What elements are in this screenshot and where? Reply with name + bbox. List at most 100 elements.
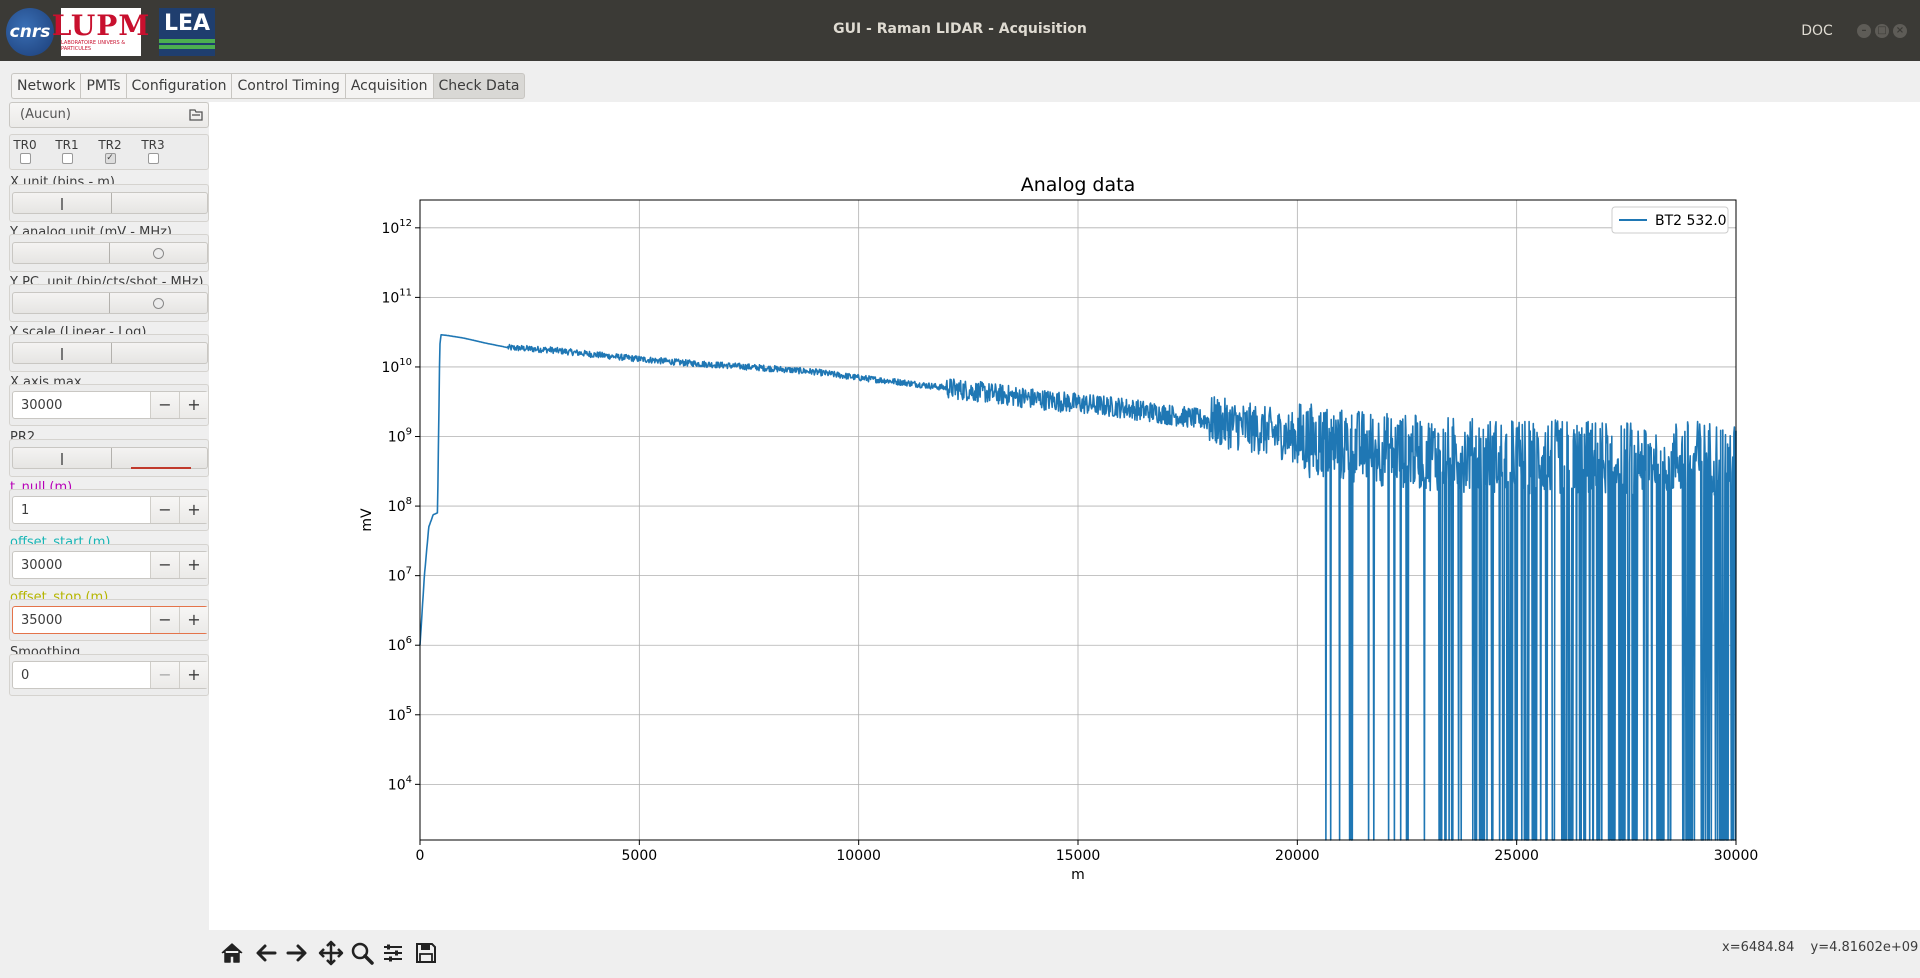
- y-pc-unit-switch[interactable]: [12, 292, 208, 314]
- channel-checkbox[interactable]: [147, 153, 159, 164]
- offset-start-increment-button[interactable]: +: [179, 552, 208, 578]
- lupm-logo-subtext: LABORATOIRE UNIVERS & PARTICULES: [61, 40, 126, 52]
- lea-stripe: [159, 45, 215, 49]
- y-tick-label: 1011: [381, 287, 412, 306]
- pan-icon[interactable]: [316, 938, 346, 968]
- offset-start-group: 30000 − +: [9, 544, 209, 586]
- doc-button[interactable]: DOC: [1801, 23, 1833, 39]
- lea-stripe: [159, 39, 215, 43]
- switch-handle: [153, 298, 164, 309]
- lupm-logo: LUPM LABORATOIRE UNIVERS & PARTICULES: [52, 8, 149, 56]
- title-bar: cnrs LUPM LABORATOIRE UNIVERS & PARTICUL…: [0, 0, 1920, 61]
- zoom-icon[interactable]: [347, 938, 377, 968]
- forward-icon[interactable]: [282, 938, 312, 968]
- tab-network[interactable]: Network: [11, 73, 81, 99]
- t-null-group: 1 − +: [9, 489, 209, 531]
- x-axis-max-increment-button[interactable]: +: [179, 392, 208, 418]
- open-file-icon[interactable]: [188, 107, 204, 123]
- home-icon[interactable]: [217, 938, 247, 968]
- switch-handle: [61, 348, 63, 360]
- offset-start-decrement-button[interactable]: −: [150, 552, 179, 578]
- x-unit-group: [9, 184, 209, 222]
- series-line-bt2-532: [419, 334, 1737, 841]
- x-axis-max-decrement-button[interactable]: −: [150, 392, 179, 418]
- tab-pmts[interactable]: PMTs: [80, 73, 126, 99]
- y-tick-label: 109: [388, 427, 412, 446]
- legend-label: BT2 532.0: [1655, 213, 1727, 229]
- switch-divider: [111, 448, 112, 468]
- configure-subplots-icon[interactable]: [378, 938, 408, 968]
- channel-tr2[interactable]: TR2 ✓: [95, 138, 125, 164]
- x-tick-label: 30000: [1714, 848, 1759, 864]
- file-combobox-value: (Aucun): [20, 107, 71, 122]
- tab-check-data[interactable]: Check Data: [432, 73, 526, 99]
- offset-stop-increment-button[interactable]: +: [179, 607, 208, 633]
- series-layer: [419, 334, 1737, 841]
- y-axis-label: mV: [359, 508, 375, 532]
- lea-logo-text: LEA: [163, 11, 211, 36]
- offset-stop-spinbox[interactable]: 35000 − +: [12, 606, 208, 634]
- y-scale-switch[interactable]: [12, 342, 208, 364]
- y-ticks: 104 105 106 107 108 109 1010 1011 1012: [381, 218, 420, 793]
- smoothing-group: 0 − +: [9, 654, 209, 696]
- back-icon[interactable]: [251, 938, 281, 968]
- y-analog-unit-switch[interactable]: [12, 242, 208, 264]
- x-tick-label: 10000: [836, 848, 881, 864]
- pr2-switch[interactable]: [12, 447, 208, 469]
- x-tick-label: 15000: [1056, 848, 1101, 864]
- y-tick-label: 1012: [381, 218, 412, 237]
- channel-label: TR0: [13, 138, 37, 152]
- offset-start-value[interactable]: 30000: [21, 558, 63, 573]
- channel-tr0[interactable]: TR0: [10, 138, 40, 164]
- analog-data-chart[interactable]: 0 5000 10000 15000 20000 25000 30000 104 105 106…: [209, 102, 1920, 930]
- lea-logo: LEA: [159, 8, 215, 56]
- save-icon[interactable]: [411, 938, 441, 968]
- x-axis-max-group: 30000 − +: [9, 384, 209, 426]
- switch-divider: [109, 243, 110, 263]
- channel-checkbox[interactable]: [19, 153, 31, 164]
- t-null-increment-button[interactable]: +: [179, 497, 208, 523]
- plot-canvas[interactable]: 0 5000 10000 15000 20000 25000 30000 104 105 106…: [209, 102, 1920, 930]
- channel-checkbox[interactable]: ✓: [104, 153, 116, 164]
- channel-label: TR1: [55, 138, 79, 152]
- minimize-icon[interactable]: –: [1857, 24, 1871, 38]
- y-tick-label: 105: [388, 705, 412, 724]
- legend: BT2 532.0: [1611, 206, 1729, 234]
- x-axis-max-value[interactable]: 30000: [21, 398, 63, 413]
- tab-configuration[interactable]: Configuration: [125, 73, 232, 99]
- channel-tr1[interactable]: TR1: [52, 138, 82, 164]
- offset-stop-value[interactable]: 35000: [21, 613, 63, 628]
- x-tick-label: 5000: [622, 848, 658, 864]
- close-icon[interactable]: ×: [1893, 24, 1907, 38]
- offset-start-spinbox[interactable]: 30000 − +: [12, 551, 208, 579]
- y-tick-label: 104: [388, 774, 412, 793]
- x-unit-switch[interactable]: [12, 192, 208, 214]
- y-tick-label: 106: [388, 635, 412, 654]
- x-tick-label: 0: [416, 848, 425, 864]
- y-tick-label: 107: [388, 566, 412, 585]
- switch-divider: [111, 193, 112, 213]
- tab-control-timing[interactable]: Control Timing: [231, 73, 345, 99]
- t-null-decrement-button[interactable]: −: [150, 497, 179, 523]
- offset-stop-decrement-button[interactable]: −: [150, 607, 179, 633]
- switch-divider: [109, 293, 110, 313]
- switch-handle: [61, 198, 63, 210]
- y-pc-unit-group: [9, 284, 209, 322]
- smoothing-spinbox[interactable]: 0 − +: [12, 661, 208, 689]
- tab-acquisition[interactable]: Acquisition: [344, 73, 433, 99]
- smoothing-increment-button[interactable]: +: [179, 662, 208, 688]
- x-ticks: 0 5000 10000 15000 20000 25000 30000: [416, 840, 1759, 864]
- channel-tr3[interactable]: TR3: [138, 138, 168, 164]
- t-null-value[interactable]: 1: [21, 503, 30, 518]
- y-tick-label: 108: [388, 496, 412, 515]
- cursor-coordinates: x=6484.84 y=4.81602e+09: [1710, 940, 1918, 955]
- channel-checkbox[interactable]: [61, 153, 73, 164]
- t-null-spinbox[interactable]: 1 − +: [12, 496, 208, 524]
- file-combobox[interactable]: (Aucun): [9, 102, 209, 128]
- x-axis-max-spinbox[interactable]: 30000 − +: [12, 391, 208, 419]
- channel-group: TR0 TR1 TR2 ✓ TR3: [9, 134, 209, 170]
- smoothing-value[interactable]: 0: [21, 668, 30, 683]
- maximize-icon[interactable]: □: [1875, 24, 1889, 38]
- cnrs-logo: cnrs: [6, 8, 54, 56]
- smoothing-decrement-button[interactable]: −: [150, 662, 179, 688]
